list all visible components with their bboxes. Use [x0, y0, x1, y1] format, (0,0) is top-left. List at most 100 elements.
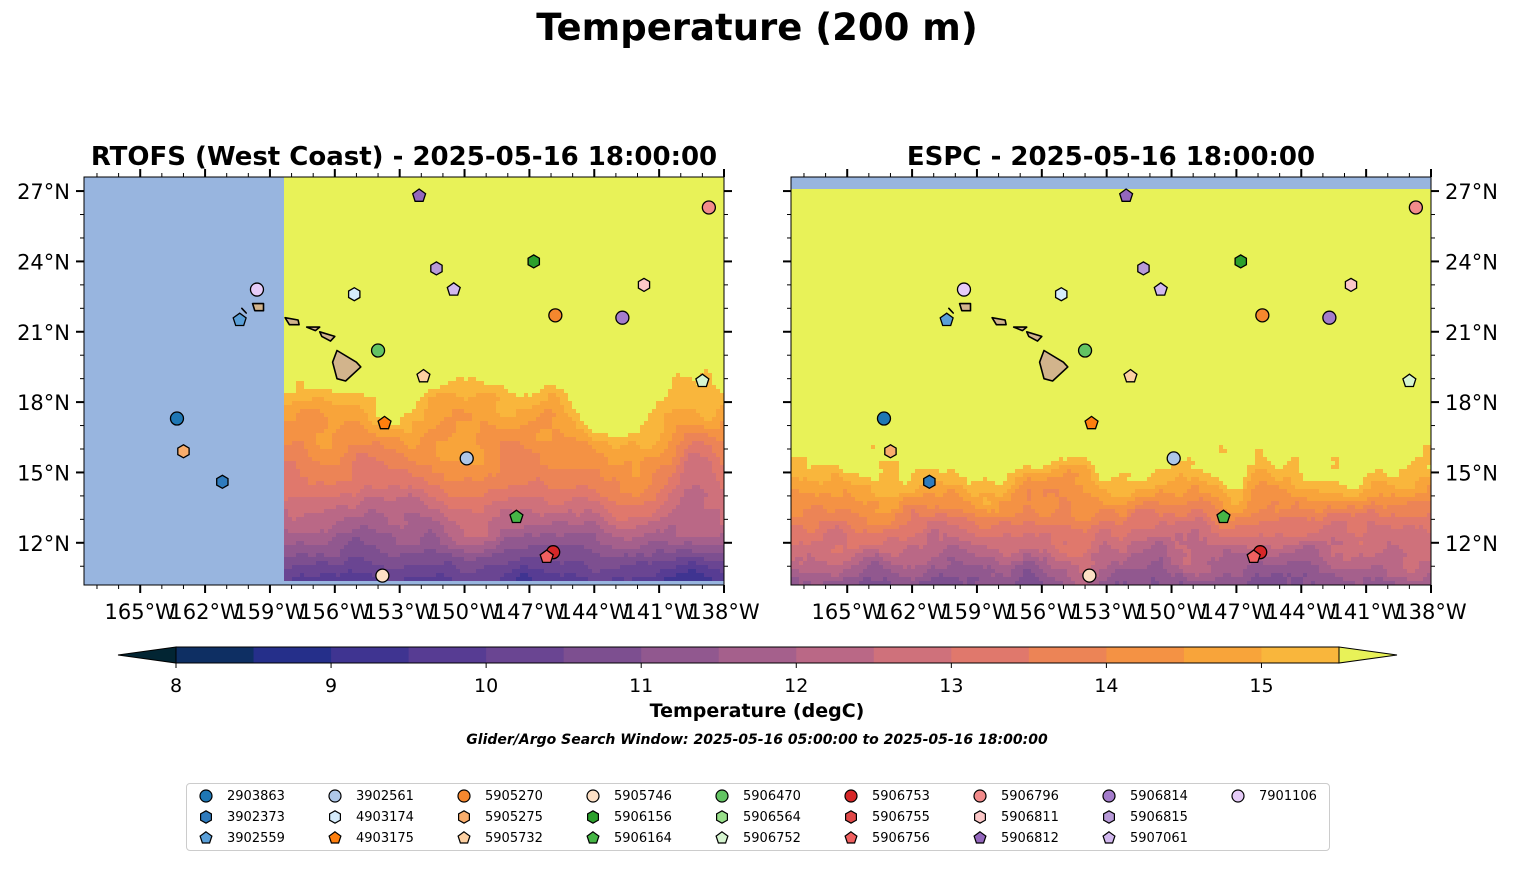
axis-ticks-espc: 165°W162°W159°W156°W153°W150°W147°W144°W…	[783, 169, 1498, 624]
float-7901106	[956, 282, 972, 297]
legend-marker-hexagon-icon	[715, 810, 728, 824]
island	[241, 307, 247, 314]
colorbar-bin	[796, 647, 875, 663]
lon-tick-label: 162°W	[169, 600, 241, 624]
panel-frame	[83, 176, 725, 586]
legend-label: 5906812	[1001, 831, 1059, 846]
float-3902373	[216, 474, 229, 490]
float-5906156	[1234, 254, 1248, 269]
island	[251, 302, 265, 312]
legend-label: 5905746	[614, 789, 672, 804]
panel-title-espc: ESPC - 2025-05-16 18:00:00	[751, 142, 1471, 172]
colorbar-tick-label: 12	[784, 675, 808, 697]
legend-item-5905732: 5905732	[455, 828, 543, 848]
legend-marker-circle-icon	[199, 789, 213, 803]
colorbar-extend-low	[117, 646, 177, 664]
legend-item-5905275: 5905275	[455, 807, 543, 827]
legend-label: 3902559	[227, 831, 285, 846]
float-5906812	[1118, 188, 1134, 202]
colorbar-bin	[951, 647, 1030, 663]
lat-tick-label: 18°N	[1445, 391, 1498, 415]
legend-item-3902373: 3902373	[197, 807, 285, 827]
colorbar-frame	[175, 646, 1340, 664]
lat-tick-label: 27°N	[1445, 180, 1498, 204]
legend-marker-circle-icon	[586, 789, 600, 803]
float-5905746	[375, 568, 390, 583]
float-5907061	[446, 281, 461, 296]
colorbar-bin	[486, 647, 565, 663]
legend-item-5905746: 5905746	[584, 786, 672, 806]
legend-item-4903175: 4903175	[326, 828, 414, 848]
lat-tick-label: 21°N	[1445, 321, 1498, 345]
legend-label: 5906811	[1001, 810, 1059, 825]
colorbar-extend-high	[1338, 646, 1398, 664]
legend-item-5907061: 5907061	[1100, 828, 1188, 848]
legend-label: 5905732	[485, 831, 543, 846]
float-3902559	[232, 312, 247, 327]
float-markers	[152, 188, 717, 585]
lat-tick-label: 15°N	[1445, 461, 1498, 485]
legend-item-5906755: 5906755	[842, 807, 930, 827]
panel-title-rtofs: RTOFS (West Coast) - 2025-05-16 18:00:00	[44, 142, 764, 172]
float-3902559	[939, 312, 954, 327]
legend-marker-pentagon-icon	[1102, 831, 1116, 844]
legend-label: 5906156	[614, 810, 672, 825]
colorbar-bin	[1261, 647, 1340, 663]
float-5906564	[152, 584, 154, 585]
legend-item-5906564: 5906564	[713, 807, 801, 827]
legend-item-5906756: 5906756	[842, 828, 930, 848]
legend-marker-hexagon-icon	[1102, 810, 1115, 824]
search-window-note: Glider/Argo Search Window: 2025-05-16 05…	[0, 732, 1514, 748]
legend-marker-hexagon-icon	[457, 810, 470, 824]
lon-tick-label: 150°W	[429, 600, 501, 624]
colorbar-bin	[641, 647, 720, 663]
lon-tick-label: 165°W	[105, 600, 177, 624]
colorbar-bin	[331, 647, 410, 663]
colorbar-bin	[1183, 647, 1262, 663]
float-5906756	[1246, 549, 1261, 564]
legend-item-4903174: 4903174	[326, 807, 414, 827]
legend-item-5906815: 5906815	[1100, 807, 1188, 827]
float-5907061	[1153, 281, 1168, 296]
float-7901106	[249, 282, 265, 297]
float-4903174	[347, 286, 361, 302]
legend-item-5905270: 5905270	[455, 786, 543, 806]
legend-label: 5905275	[485, 810, 543, 825]
float-markers	[859, 188, 1424, 585]
panel-frame	[790, 176, 1432, 586]
legend-label: 5906752	[743, 831, 801, 846]
espc-temperature-field	[791, 177, 1431, 585]
colorbar-bin	[563, 647, 642, 663]
legend-label: 5906564	[743, 810, 801, 825]
float-2903863	[169, 411, 185, 426]
legend-label: 7901106	[1259, 789, 1317, 804]
legend-marker-pentagon-icon	[715, 831, 729, 844]
float-5905275	[884, 444, 897, 459]
legend-item-5906814: 5906814	[1100, 786, 1188, 806]
legend-marker-pentagon-icon	[973, 831, 987, 844]
legend-label: 5905270	[485, 789, 543, 804]
legend-marker-hexagon-icon	[199, 810, 212, 824]
legend-marker-hexagon-icon	[328, 810, 341, 824]
legend-item-5906470: 5906470	[713, 786, 801, 806]
float-3902373	[923, 474, 936, 490]
colorbar-tick-label: 11	[629, 675, 653, 697]
legend-label: 4903175	[356, 831, 414, 846]
legend-label: 5906814	[1130, 789, 1188, 804]
colorbar-bin	[253, 647, 332, 663]
lat-tick-label: 21°N	[17, 321, 70, 345]
lon-tick-label: 144°W	[1266, 600, 1338, 624]
float-5905270	[548, 308, 563, 323]
float-4903175	[1084, 415, 1099, 430]
lat-tick-label: 15°N	[17, 461, 70, 485]
lon-tick-label: 159°W	[234, 600, 306, 624]
legend-item-5906811: 5906811	[971, 807, 1059, 827]
lat-tick-label: 18°N	[17, 391, 70, 415]
colorbar-bin	[873, 647, 952, 663]
legend-marker-pentagon-icon	[328, 831, 342, 844]
legend-label: 5906815	[1130, 810, 1188, 825]
lon-tick-label: 141°W	[1330, 600, 1402, 624]
colorbar-tick-label: 10	[474, 675, 498, 697]
colorbar-tick-label: 9	[325, 675, 337, 697]
lat-tick-label: 24°N	[1445, 250, 1498, 274]
